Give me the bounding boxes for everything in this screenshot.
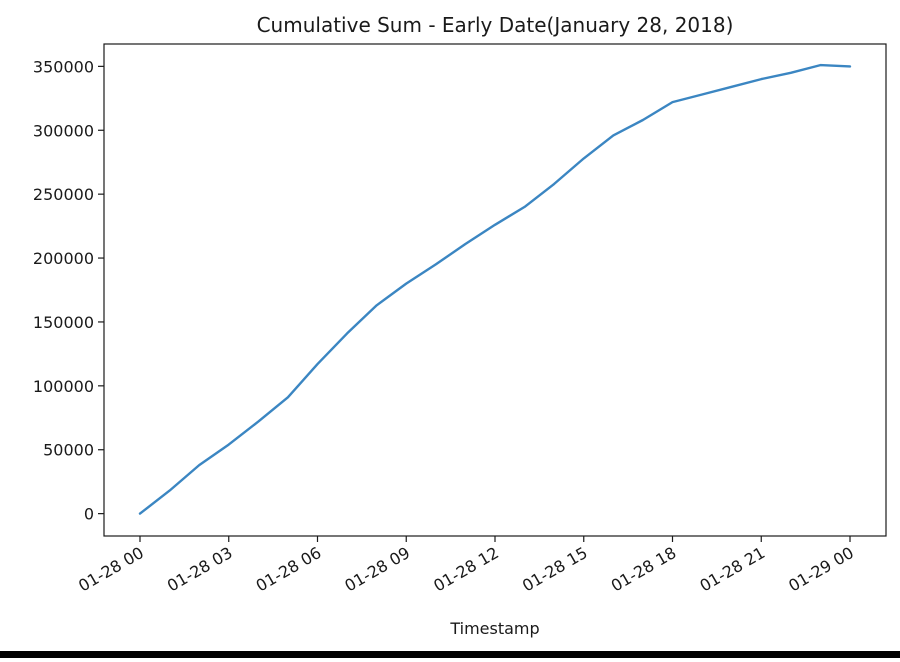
x-tick-label: 01-28 21: [696, 543, 768, 595]
window-bottom-bar: [0, 651, 900, 658]
x-tick-label: 01-29 00: [785, 543, 857, 595]
y-tick-label: 300000: [33, 121, 94, 140]
y-tick-label: 150000: [33, 313, 94, 332]
x-tick-label: 01-28 00: [75, 543, 147, 595]
x-tick-label: 01-28 12: [430, 543, 502, 595]
x-axis-ticks: 01-28 00 01-28 03 01-28 06 01-28 09 01-28 12…: [75, 536, 857, 595]
plot-frame: [103, 43, 887, 537]
plot-area: [138, 63, 852, 515]
x-axis-label: Timestamp: [449, 619, 539, 638]
x-tick-label: 01-28 03: [164, 543, 236, 595]
y-tick-label: 100000: [33, 377, 94, 396]
series-line: [138, 63, 852, 515]
x-tick-label: 01-28 15: [519, 543, 591, 595]
y-tick-label: 250000: [33, 185, 94, 204]
x-tick-label: 01-28 09: [341, 543, 413, 595]
x-tick-label: 01-28 06: [253, 543, 325, 595]
chart-title: Cumulative Sum - Early Date(January 28, …: [257, 13, 734, 37]
x-tick-label: 01-28 18: [608, 543, 680, 595]
y-axis-ticks: 0 50000 100000 150000 200000 250000 300000 3500…: [33, 57, 104, 524]
y-tick-label: 350000: [33, 57, 94, 76]
y-tick-label: 0: [84, 505, 94, 524]
y-tick-label: 50000: [43, 441, 94, 460]
y-tick-label: 200000: [33, 249, 94, 268]
